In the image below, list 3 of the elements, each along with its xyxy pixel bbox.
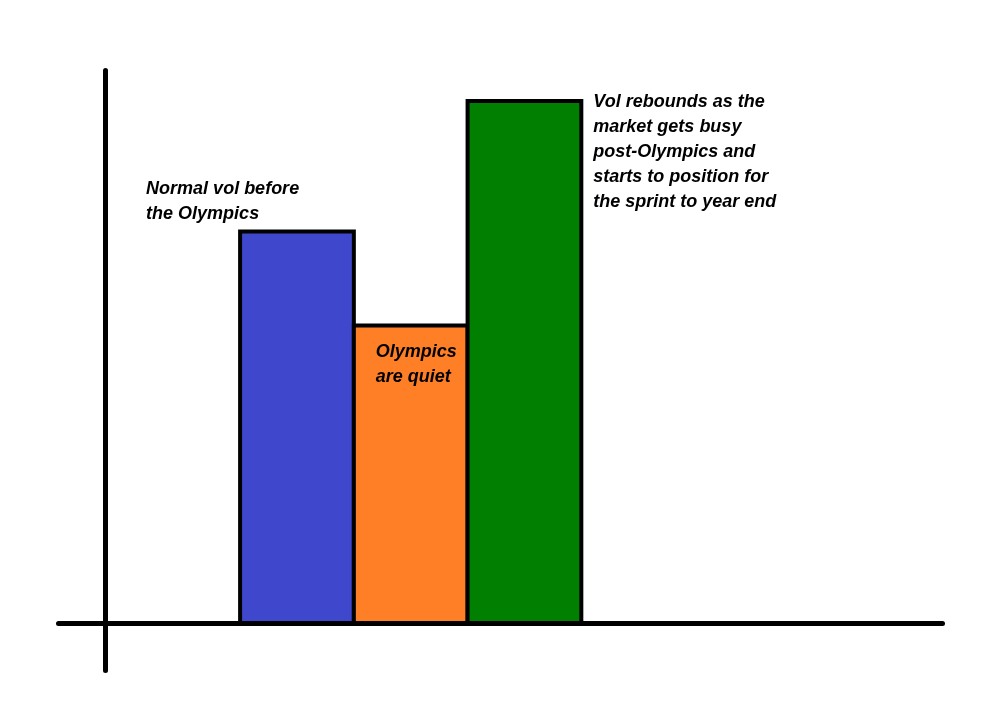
annotation: Olympics are quiet <box>375 341 457 387</box>
annotation: Normal vol before the Olympics <box>146 177 300 223</box>
text: Vol rebounds as the market gets busy post-Olympics and starts to position for the sprint to year end <box>592 91 778 212</box>
